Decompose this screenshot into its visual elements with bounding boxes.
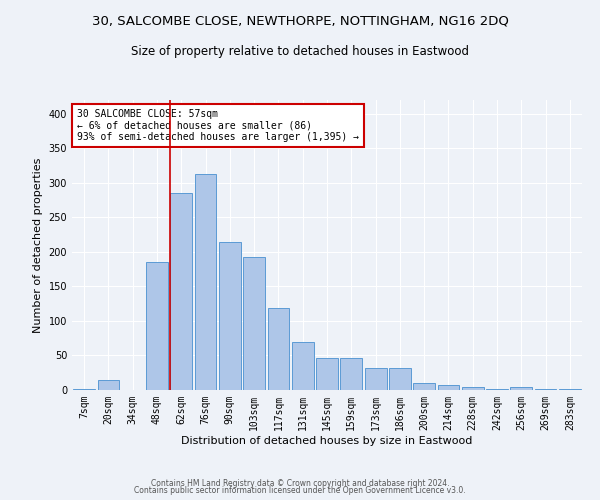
Bar <box>365 368 386 390</box>
Bar <box>437 385 460 390</box>
Bar <box>292 342 314 390</box>
Bar <box>243 256 265 390</box>
Text: 30, SALCOMBE CLOSE, NEWTHORPE, NOTTINGHAM, NG16 2DQ: 30, SALCOMBE CLOSE, NEWTHORPE, NOTTINGHA… <box>92 15 508 28</box>
Text: Contains HM Land Registry data © Crown copyright and database right 2024.: Contains HM Land Registry data © Crown c… <box>151 478 449 488</box>
Bar <box>511 386 532 390</box>
Bar <box>535 388 556 390</box>
Bar <box>462 386 484 390</box>
Bar <box>559 388 581 390</box>
Bar <box>340 358 362 390</box>
Bar <box>73 388 95 390</box>
Bar <box>268 308 289 390</box>
Bar <box>413 383 435 390</box>
Bar <box>170 193 192 390</box>
Bar <box>146 262 168 390</box>
Bar <box>194 174 217 390</box>
Bar <box>316 358 338 390</box>
Text: Contains public sector information licensed under the Open Government Licence v3: Contains public sector information licen… <box>134 486 466 495</box>
Bar <box>389 368 411 390</box>
Bar <box>97 380 119 390</box>
Text: 30 SALCOMBE CLOSE: 57sqm
← 6% of detached houses are smaller (86)
93% of semi-de: 30 SALCOMBE CLOSE: 57sqm ← 6% of detache… <box>77 108 359 142</box>
Text: Size of property relative to detached houses in Eastwood: Size of property relative to detached ho… <box>131 45 469 58</box>
Y-axis label: Number of detached properties: Number of detached properties <box>33 158 43 332</box>
Bar <box>219 242 241 390</box>
Bar <box>486 388 508 390</box>
X-axis label: Distribution of detached houses by size in Eastwood: Distribution of detached houses by size … <box>181 436 473 446</box>
